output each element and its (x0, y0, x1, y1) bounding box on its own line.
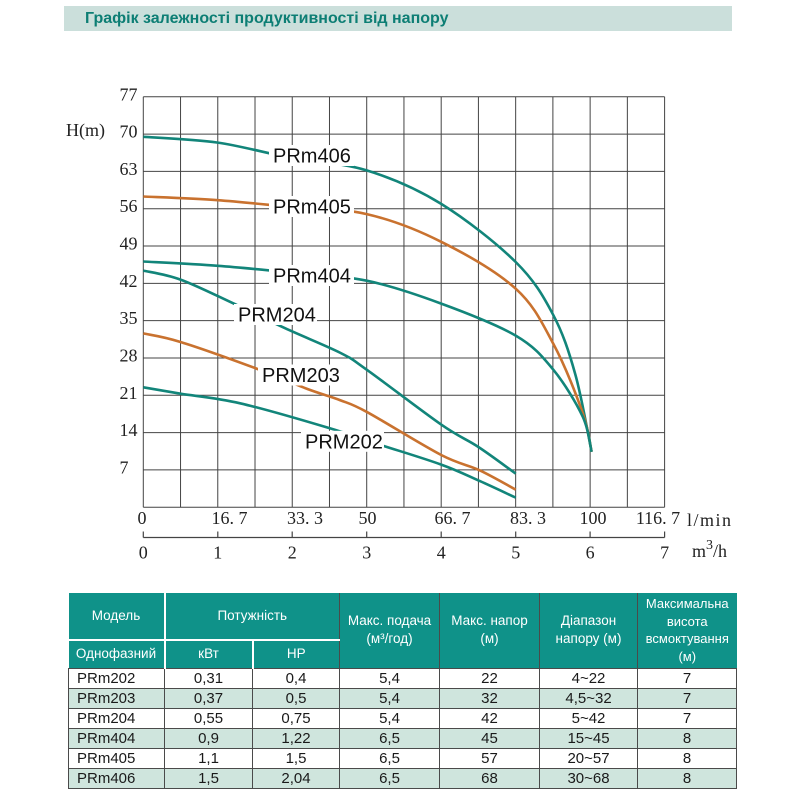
svg-text:m3/h: m3/h (692, 538, 727, 561)
svg-text:PRm406: PRm406 (273, 146, 351, 168)
svg-text:H(m): H(m) (66, 120, 105, 141)
svg-text:PRm405: PRm405 (273, 197, 351, 219)
svg-text:63: 63 (120, 159, 138, 179)
svg-text:100: 100 (580, 508, 607, 528)
svg-text:PRM203: PRM203 (262, 365, 340, 387)
svg-text:3: 3 (362, 543, 371, 563)
svg-text:0: 0 (139, 543, 148, 563)
svg-text:56: 56 (120, 196, 138, 216)
svg-text:PRM202: PRM202 (305, 431, 383, 453)
svg-text:PRm404: PRm404 (273, 266, 351, 288)
svg-text:4: 4 (437, 543, 446, 563)
svg-text:66. 7: 66. 7 (435, 508, 471, 528)
svg-text:77: 77 (120, 84, 138, 104)
svg-text:l/min: l/min (687, 510, 733, 530)
svg-text:7: 7 (660, 543, 669, 563)
svg-text:70: 70 (120, 122, 138, 142)
svg-text:21: 21 (120, 383, 138, 403)
svg-text:35: 35 (120, 308, 138, 328)
svg-text:7: 7 (120, 457, 129, 477)
svg-text:49: 49 (120, 234, 138, 254)
svg-text:28: 28 (120, 346, 138, 366)
svg-text:PRM204: PRM204 (238, 305, 316, 327)
svg-text:1: 1 (213, 543, 222, 563)
svg-text:42: 42 (120, 271, 138, 291)
svg-text:83. 3: 83. 3 (510, 508, 546, 528)
svg-text:14: 14 (120, 420, 138, 440)
svg-text:50: 50 (359, 508, 377, 528)
svg-text:6: 6 (586, 543, 595, 563)
svg-text:33. 3: 33. 3 (287, 508, 323, 528)
svg-text:2: 2 (288, 543, 297, 563)
svg-text:116. 7: 116. 7 (636, 508, 680, 528)
svg-text:16. 7: 16. 7 (212, 508, 248, 528)
svg-text:5: 5 (511, 543, 520, 563)
svg-text:0: 0 (138, 508, 147, 528)
